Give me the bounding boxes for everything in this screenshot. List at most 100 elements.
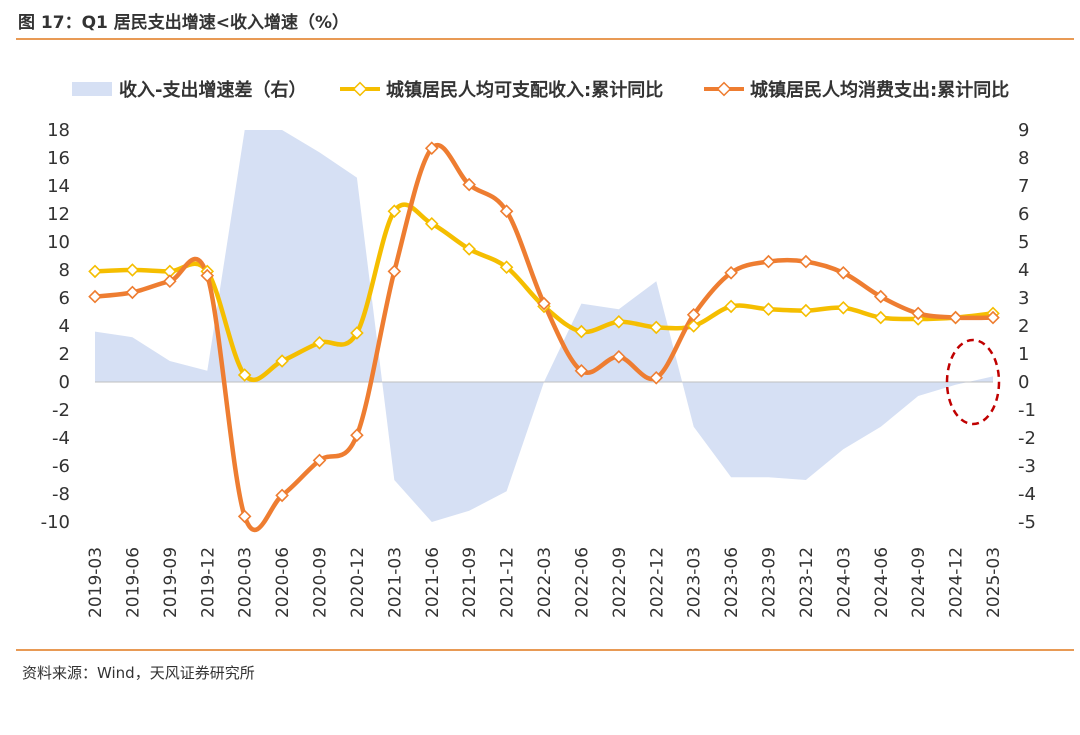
marker-consumption [350,428,364,442]
title-rule [16,38,1074,40]
marker-consumption [312,453,327,468]
y-left-tick-label: -4 [52,428,70,449]
series-area-income-minus-expense [95,130,993,522]
marker-consumption [649,371,664,385]
x-tick-label: 2024-03 [834,547,854,618]
marker-consumption [424,141,439,155]
y-right-tick-label: 7 [1018,176,1029,197]
y-right-tick-label: -5 [1018,512,1036,533]
y-left-tick-label: 10 [47,232,70,253]
x-tick-label: 2023-03 [685,547,705,618]
x-tick-label: 2021-09 [460,547,480,618]
y-left-tick-label: -10 [41,512,70,533]
marker-consumption [612,350,626,364]
legend-swatch-area [72,82,112,96]
marker-consumption [724,266,738,280]
marker-income [649,320,664,335]
marker-consumption [499,204,514,218]
y-right-tick-label: 5 [1018,232,1029,253]
y-right-tick-label: -4 [1018,484,1036,505]
y-right-tick-label: -1 [1018,400,1036,421]
legend-label-income: 城镇居民人均可支配收入:累计同比 [386,79,663,101]
marker-income [761,302,776,316]
marker-consumption [911,306,925,321]
y-left-tick-label: 16 [47,148,70,169]
y-left-tick-label: 8 [59,260,70,281]
marker-income [387,204,402,218]
y-left-tick-label: 12 [47,204,70,225]
marker-income [462,242,476,256]
y-right-tick-label: 0 [1018,372,1029,393]
marker-income [799,303,813,318]
marker-consumption [873,289,888,304]
marker-income [873,310,888,325]
y-left-tick-label: 18 [47,120,70,141]
marker-income [350,326,364,340]
marker-consumption [200,268,215,283]
y-right-tick-label: 2 [1018,316,1029,337]
marker-income [612,315,626,329]
x-tick-label: 2020-03 [236,547,256,618]
x-tick-label: 2019-12 [198,547,218,618]
marker-income [125,263,140,277]
marker-income [574,324,589,339]
x-tick-label: 2021-06 [423,547,443,618]
marker-consumption [986,310,1000,325]
x-tick-label: 2023-06 [722,547,742,618]
source-note: 资料来源：Wind，天风证券研究所 [22,664,255,682]
marker-consumption [836,266,851,280]
marker-consumption [761,254,776,269]
x-tick-label: 2019-03 [86,547,106,618]
marker-consumption [948,310,963,325]
marker-consumption [574,364,589,378]
y-right-tick-label: 1 [1018,344,1029,365]
marker-consumption [387,264,402,279]
y-right-tick-label: -3 [1018,456,1036,477]
marker-consumption [125,285,140,300]
x-tick-label: 2021-12 [498,547,518,618]
y-right-tick-label: 8 [1018,148,1029,169]
x-tick-label: 2023-09 [760,547,780,618]
marker-consumption [799,254,813,269]
chart: 收入-支出增速差（右） 城镇居民人均可支配收入:累计同比 城镇居民人均消费支出:… [41,79,1036,618]
marker-consumption [88,289,102,304]
y-right-tick-label: 6 [1018,204,1029,225]
marker-income [724,299,738,314]
x-tick-label: 2023-12 [797,547,817,618]
y-left-tick-label: 6 [59,288,70,309]
x-tick-label: 2019-09 [161,547,181,618]
figure-title: 图 17：Q1 居民支出增速<收入增速（%） [18,13,350,33]
marker-income [163,264,177,279]
legend-marker-income [352,81,368,97]
marker-income [312,336,327,350]
x-tick-label: 2022-12 [647,547,667,618]
y-left-tick-label: -2 [52,400,70,421]
marker-income [836,301,851,315]
x-tick-label: 2020-09 [311,547,331,618]
y-left-tick-label: 14 [47,176,70,197]
marker-consumption [237,509,252,524]
y-left-tick-label: 0 [59,372,70,393]
x-tick-label: 2025-03 [984,547,1004,618]
legend-label-consumption: 城镇居民人均消费支出:累计同比 [750,79,1009,101]
marker-income [686,319,701,333]
y-right-tick-label: -2 [1018,428,1036,449]
marker-income [88,264,102,279]
highlight-ellipse [945,338,1001,426]
y-right-tick-label: 9 [1018,120,1029,141]
y-right-tick-label: 4 [1018,260,1029,281]
y-left-tick-label: 4 [59,316,70,337]
y-left-tick-label: 2 [59,344,70,365]
marker-consumption [686,308,701,322]
legend-label-area: 收入-支出增速差（右） [119,79,306,101]
marker-income [275,354,289,368]
marker-income [499,260,514,274]
marker-consumption [462,177,476,192]
source-rule [16,649,1074,651]
marker-consumption [275,488,289,503]
x-tick-label: 2021-03 [385,547,405,618]
y-left-tick-label: -8 [52,484,70,505]
marker-consumption [163,274,177,288]
marker-income [424,217,439,231]
x-tick-label: 2024-12 [947,547,967,618]
